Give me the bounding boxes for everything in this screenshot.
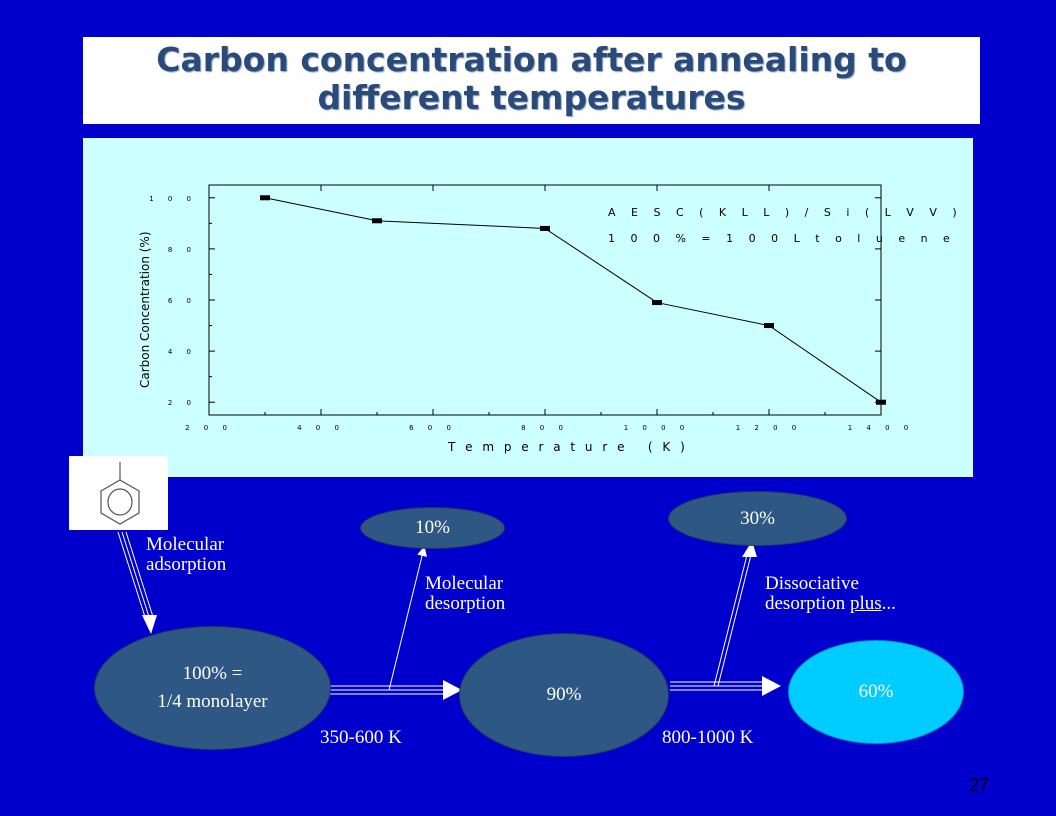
title-line-1: Carbon concentration after annealing to: [156, 40, 907, 79]
y-ticks: 2 0 4 0 6 0 8 0 1 0 0: [149, 195, 881, 407]
label-dissociative-line-2: desorption plus...: [765, 594, 896, 614]
arrow-to-90: [330, 680, 462, 700]
dissociative-arrow: [713, 541, 757, 687]
ellipse-end: 60%: [788, 640, 964, 744]
desorption-arrow: [388, 546, 427, 691]
temp-range-1: 350-600 K: [320, 727, 402, 748]
ellipse-start-line-1: 100% =: [182, 663, 243, 684]
label-adsorption: Molecular adsorption: [146, 535, 226, 575]
ellipse-top-1: 10%: [360, 507, 505, 549]
annotation-1: A E S C ( K L L ) / S i ( L V V ): [608, 206, 963, 219]
title-box: Carbon concentration after annealing to …: [83, 37, 980, 124]
title-line-2: different temperatures: [317, 78, 746, 117]
chart: 2 0 0 4 0 0 6 0 0 8 0 0 1 0 0 0 1 2 0 0 1 4 0 …: [138, 184, 963, 454]
label-dissociative-2b: plus: [849, 593, 882, 614]
ellipse-start-line-2: 1/4 monolayer: [157, 691, 268, 712]
page-number: 27: [969, 775, 990, 795]
data-point: [652, 300, 662, 306]
y-tick-label: 8 0: [168, 246, 197, 254]
ellipse-middle: 90%: [459, 633, 669, 757]
chart-panel: 2 0 0 4 0 0 6 0 0 8 0 0 1 0 0 0 1 2 0 0 1 4 0 …: [83, 138, 973, 477]
label-dissociative-line-1: Dissociative: [765, 573, 859, 594]
label-desorption-line-2: desorption: [425, 593, 506, 614]
toluene-icon: [100, 462, 140, 525]
ellipse-end-label: 60%: [858, 681, 894, 702]
data-point: [876, 399, 886, 405]
label-dissociative: Dissociative desorption plus...: [765, 574, 896, 614]
data-point: [764, 323, 774, 329]
label-dissociative-2c: ...: [881, 593, 896, 614]
x-ticks: 2 0 0 4 0 0 6 0 0 8 0 0 1 0 0 0 1 2 0 0 1 4 0 …: [185, 185, 915, 432]
x-tick-label: 6 0 0: [409, 424, 457, 432]
annotation-2: 1 0 0 % = 1 0 0 L t o l u e n e: [608, 232, 956, 245]
data-point: [540, 225, 550, 231]
ellipse-top-2: 30%: [668, 491, 847, 546]
label-dissociative-2a: desorption: [765, 593, 850, 614]
label-desorption-line-1: Molecular: [425, 573, 504, 594]
temp-range-2: 800-1000 K: [662, 727, 754, 748]
data-point: [372, 218, 382, 224]
label-desorption: Molecular desorption: [425, 574, 505, 614]
label-adsorption-line-2: adsorption: [146, 554, 227, 575]
ellipse-top-1-label: 10%: [415, 517, 450, 538]
x-tick-label: 1 0 0 0: [624, 424, 691, 432]
adsorption-arrow: [117, 531, 157, 634]
x-tick-label: 1 4 0 0: [848, 424, 915, 432]
data-points: [260, 195, 886, 405]
y-axis-label: Carbon Concentration (%): [138, 231, 152, 388]
ellipse-middle-label: 90%: [546, 684, 582, 705]
toluene-structure: [69, 456, 168, 530]
y-tick-label: 2 0: [168, 399, 197, 407]
x-tick-label: 1 2 0 0: [736, 424, 803, 432]
y-tick-label: 1 0 0: [149, 195, 197, 203]
data-point: [260, 195, 270, 201]
x-tick-label: 2 0 0: [185, 424, 233, 432]
ellipse-top-2-label: 30%: [740, 507, 775, 529]
series-line: [264, 197, 882, 403]
x-axis-label: T e m p e r a t u r e ( K ): [447, 440, 688, 454]
x-tick-label: 8 0 0: [521, 424, 569, 432]
ellipse-start: 100% = 1/4 monolayer: [94, 626, 331, 750]
label-adsorption-line-1: Molecular: [146, 534, 225, 555]
arrow-to-60: [670, 676, 781, 696]
x-tick-label: 4 0 0: [297, 424, 345, 432]
y-tick-label: 4 0: [168, 348, 197, 356]
y-tick-label: 6 0: [168, 297, 197, 305]
